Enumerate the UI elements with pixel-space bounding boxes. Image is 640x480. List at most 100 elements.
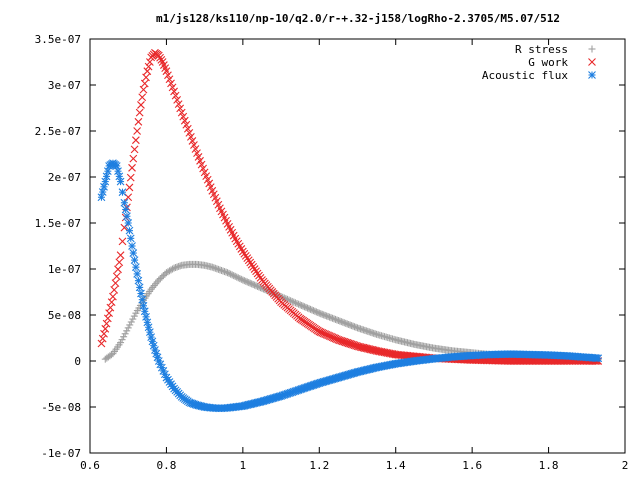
data-point [321, 311, 329, 319]
x-tick-label: 1.2 [309, 459, 329, 472]
data-point [363, 344, 372, 353]
data-point [290, 298, 298, 306]
data-point [101, 324, 110, 333]
data-point [249, 280, 257, 288]
axis-ticks [89, 38, 626, 454]
data-point [255, 283, 263, 291]
data-point [291, 299, 299, 307]
data-point [98, 188, 107, 196]
data-point [103, 314, 112, 323]
data-point [134, 276, 143, 285]
data-point [306, 305, 314, 313]
data-point [129, 154, 138, 163]
data-point [208, 263, 216, 271]
data-point [217, 266, 225, 274]
data-point [112, 162, 121, 170]
x-tick-label: 0.6 [80, 459, 100, 472]
data-point [239, 276, 247, 284]
data-point [293, 300, 301, 307]
data-point [120, 198, 129, 207]
data-point [118, 237, 127, 246]
legend-marker [588, 71, 596, 79]
data-point [145, 328, 154, 337]
data-point [251, 281, 259, 289]
y-tick-label: 1e-07 [48, 263, 81, 276]
legend: R stress G work Acoustic flux [482, 43, 596, 82]
data-point [359, 343, 368, 352]
data-point [134, 117, 143, 126]
data-point [248, 280, 256, 288]
data-point [254, 282, 262, 290]
data-point [123, 212, 131, 221]
data-point [358, 343, 366, 352]
x-tick-label: 1 [240, 459, 247, 472]
data-point [327, 314, 335, 322]
data-point [337, 318, 345, 326]
data-point [225, 269, 233, 277]
data-point [131, 263, 140, 272]
data-point [369, 346, 378, 355]
data-point [349, 322, 357, 330]
data-point [173, 263, 181, 271]
data-point [114, 265, 122, 274]
data-point [121, 205, 130, 214]
data-point [211, 264, 219, 272]
x-tick-label: 1.8 [539, 459, 559, 472]
data-point [314, 309, 322, 317]
data-point [149, 283, 157, 291]
data-point [295, 300, 303, 308]
data-point [102, 319, 111, 328]
data-point [179, 112, 188, 121]
data-point [109, 292, 117, 301]
data-point [101, 177, 110, 186]
data-point [326, 313, 334, 321]
data-point [156, 275, 164, 283]
data-point [140, 79, 149, 88]
data-point [323, 312, 331, 320]
y-tick-label: 0 [74, 355, 81, 368]
legend-marker-g-work [588, 58, 596, 66]
data-point [308, 306, 316, 314]
data-point [110, 285, 119, 294]
data-point [352, 341, 360, 350]
data-point [331, 315, 339, 323]
data-point [123, 327, 131, 335]
data-point [143, 67, 152, 76]
data-point [240, 277, 248, 285]
data-point [372, 346, 381, 355]
data-point [147, 333, 156, 341]
data-point [336, 317, 344, 325]
data-point [234, 274, 242, 282]
data-point [150, 282, 158, 290]
data-point [116, 251, 125, 260]
series-acoustic-flux [97, 159, 603, 413]
data-point [143, 318, 152, 327]
data-point [115, 172, 124, 181]
data-point [352, 323, 360, 331]
data-point [159, 272, 167, 280]
data-point [139, 301, 148, 310]
data-point [345, 320, 353, 328]
data-point [299, 302, 307, 310]
data-point [224, 269, 232, 277]
data-point [156, 53, 164, 62]
data-point [112, 272, 121, 281]
chart-title: m1/js128/ks110/np-10/q2.0/r-+.32-j158/lo… [156, 12, 560, 25]
data-point [120, 223, 129, 232]
data-point [149, 341, 158, 350]
data-point [111, 279, 120, 287]
data-point [126, 173, 135, 182]
data-point [137, 289, 145, 298]
data-point [100, 182, 108, 191]
data-point [154, 51, 163, 60]
data-point [375, 347, 384, 356]
data-point [180, 116, 189, 125]
data-point [230, 272, 238, 280]
data-point [142, 73, 150, 82]
data-point [305, 305, 313, 313]
series-layer [97, 48, 603, 413]
data-point [169, 265, 177, 273]
data-point [334, 317, 342, 325]
data-point [118, 336, 126, 344]
